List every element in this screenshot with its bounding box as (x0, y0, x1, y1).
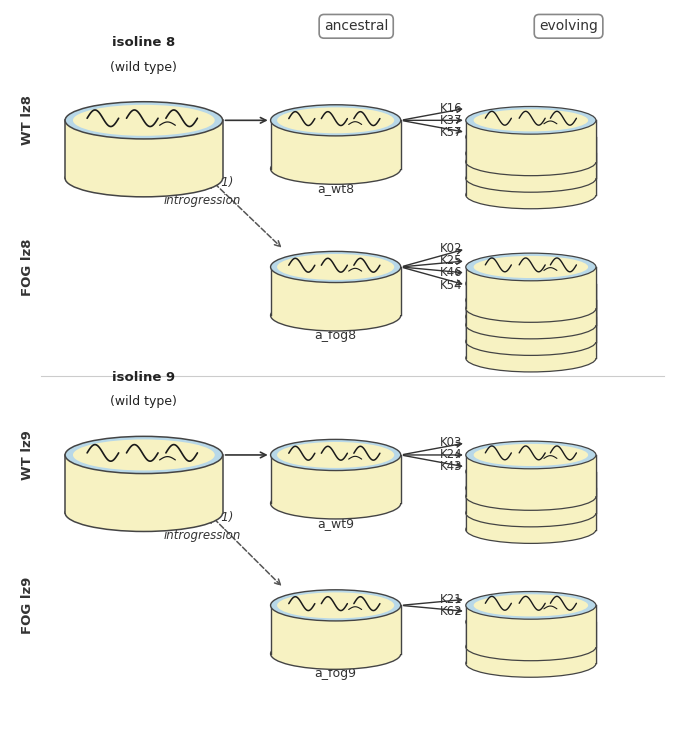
Text: K25: K25 (440, 254, 462, 268)
Bar (466, 622, 596, 663)
FancyBboxPatch shape (271, 605, 401, 653)
Ellipse shape (466, 608, 596, 635)
FancyBboxPatch shape (271, 120, 401, 168)
Ellipse shape (473, 594, 588, 617)
Ellipse shape (466, 148, 596, 176)
Ellipse shape (473, 109, 588, 132)
Text: K02: K02 (440, 242, 462, 256)
Text: WT lz8: WT lz8 (21, 96, 34, 145)
Ellipse shape (466, 140, 596, 167)
Ellipse shape (473, 126, 588, 148)
Ellipse shape (65, 159, 223, 197)
Ellipse shape (466, 270, 596, 297)
Ellipse shape (65, 494, 223, 532)
Ellipse shape (466, 123, 596, 150)
Ellipse shape (466, 303, 596, 330)
FancyBboxPatch shape (271, 267, 401, 315)
Ellipse shape (277, 108, 394, 133)
Text: (wild type): (wild type) (110, 396, 177, 408)
Ellipse shape (466, 344, 596, 372)
Ellipse shape (65, 436, 223, 474)
Bar (466, 137, 596, 178)
Ellipse shape (473, 611, 588, 633)
Text: WT lz9: WT lz9 (21, 430, 34, 480)
Ellipse shape (466, 458, 596, 485)
Text: evolving: evolving (539, 20, 598, 33)
Text: a_fog9: a_fog9 (314, 667, 357, 681)
Ellipse shape (466, 253, 596, 280)
Text: K43: K43 (440, 460, 462, 474)
FancyBboxPatch shape (65, 120, 223, 178)
Bar (466, 267, 596, 325)
Ellipse shape (466, 181, 596, 209)
Bar (466, 300, 596, 341)
Ellipse shape (466, 311, 596, 339)
Ellipse shape (473, 460, 588, 483)
Ellipse shape (466, 650, 596, 678)
Ellipse shape (277, 442, 394, 468)
Ellipse shape (466, 287, 596, 314)
Ellipse shape (277, 593, 394, 618)
Ellipse shape (473, 289, 588, 311)
Text: K54: K54 (440, 278, 462, 292)
Ellipse shape (466, 499, 596, 527)
Ellipse shape (466, 633, 596, 661)
Text: FOG lz9: FOG lz9 (21, 577, 34, 634)
Ellipse shape (466, 592, 596, 619)
Bar (466, 267, 596, 308)
Ellipse shape (271, 300, 401, 331)
Text: K16: K16 (440, 102, 462, 115)
Ellipse shape (473, 444, 588, 466)
Ellipse shape (473, 256, 588, 278)
Bar (466, 120, 596, 178)
Ellipse shape (271, 153, 401, 184)
Text: isoline 9: isoline 9 (112, 371, 175, 384)
Text: K24: K24 (440, 448, 462, 462)
Text: (wild type): (wild type) (110, 61, 177, 74)
Ellipse shape (271, 251, 401, 283)
Text: K03: K03 (440, 436, 462, 450)
Ellipse shape (473, 477, 588, 499)
Ellipse shape (466, 483, 596, 511)
Ellipse shape (73, 105, 215, 136)
Ellipse shape (466, 516, 596, 544)
Ellipse shape (466, 328, 596, 356)
Ellipse shape (271, 590, 401, 621)
Text: FOG lz8: FOG lz8 (21, 238, 34, 296)
Text: fog-2(q71)
introgression: fog-2(q71) introgression (164, 176, 240, 208)
Bar (466, 137, 596, 195)
Text: a_wt9: a_wt9 (317, 517, 354, 530)
Text: ancestral: ancestral (324, 20, 388, 33)
FancyBboxPatch shape (65, 455, 223, 513)
Ellipse shape (466, 475, 596, 502)
Bar (466, 455, 596, 513)
Text: fog-2(q71)
introgression: fog-2(q71) introgression (164, 511, 240, 542)
Bar (466, 120, 596, 162)
Text: K57: K57 (440, 126, 462, 139)
Ellipse shape (65, 102, 223, 139)
Bar (466, 455, 596, 496)
Bar (466, 472, 596, 513)
Bar (466, 317, 596, 358)
Ellipse shape (466, 441, 596, 468)
Bar (466, 153, 596, 195)
Text: K21: K21 (440, 593, 462, 606)
Ellipse shape (271, 105, 401, 136)
Ellipse shape (473, 305, 588, 328)
Ellipse shape (466, 107, 596, 134)
Bar (466, 284, 596, 325)
Bar (466, 605, 596, 663)
Bar (466, 300, 596, 358)
Ellipse shape (466, 165, 596, 193)
Text: K37: K37 (440, 114, 462, 127)
Bar (466, 488, 596, 529)
Bar (466, 472, 596, 529)
FancyBboxPatch shape (271, 455, 401, 503)
Ellipse shape (271, 439, 401, 471)
Ellipse shape (271, 488, 401, 519)
Bar (466, 605, 596, 647)
Ellipse shape (277, 254, 394, 280)
Ellipse shape (473, 272, 588, 295)
Text: a_fog8: a_fog8 (314, 329, 357, 342)
Text: isoline 8: isoline 8 (112, 36, 175, 49)
